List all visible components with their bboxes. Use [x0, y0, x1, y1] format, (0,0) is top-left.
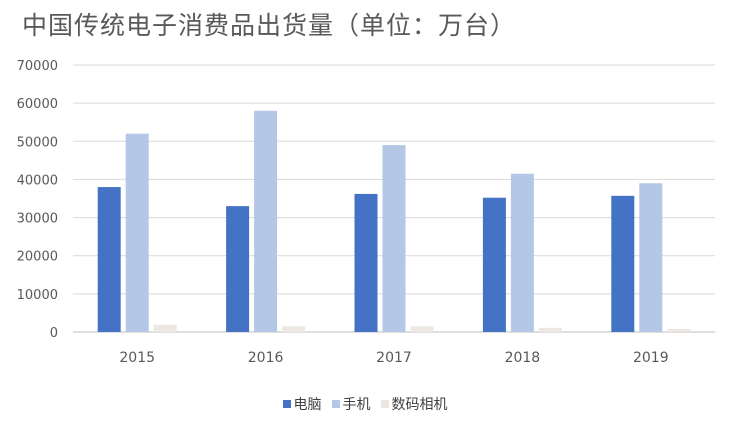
legend-label-phone: 手机	[342, 397, 371, 413]
x-tick-label: 2018	[505, 350, 541, 366]
y-tick-label: 20000	[17, 250, 58, 265]
bar-2016-series-1	[254, 110, 278, 333]
y-tick-label: 70000	[17, 59, 58, 74]
bar-2019-series-2	[667, 328, 691, 332]
legend-swatch-phone	[331, 400, 340, 408]
legend-item-camera: 数码相机	[380, 394, 448, 414]
legend-label-camera: 数码相机	[391, 397, 448, 413]
x-axis-ticks: 2015 2016 2017 2018 2019	[119, 350, 668, 366]
legend-item-phone: 手机	[331, 394, 371, 414]
bar-2015-series-0	[97, 187, 121, 332]
x-tick-label: 2015	[119, 350, 155, 366]
legend-label-computer: 电脑	[293, 397, 322, 413]
y-tick-label: 50000	[17, 135, 58, 150]
bar-2017-series-1	[382, 145, 406, 332]
chart-title: 中国传统电子消费品出货量（单位：万台）	[22, 11, 517, 40]
bar-2015-series-1	[125, 133, 149, 332]
legend-swatch-camera	[380, 400, 389, 408]
x-tick-label: 2016	[248, 350, 284, 366]
y-tick-label: 40000	[17, 173, 58, 188]
y-tick-label: 10000	[17, 288, 58, 303]
legend-swatch-computer	[282, 400, 291, 408]
bar-2017-series-0	[354, 193, 378, 332]
x-tick-label: 2019	[633, 350, 669, 366]
bar-2018-series-1	[510, 173, 534, 332]
y-tick-label: 30000	[17, 212, 58, 227]
bar-2018-series-0	[482, 197, 506, 332]
y-tick-label: 60000	[17, 97, 58, 112]
bar-2016-series-2	[282, 326, 306, 332]
bar-2016-series-0	[226, 206, 250, 332]
y-tick-label: 0	[50, 326, 58, 341]
bar-2019-series-1	[639, 183, 663, 332]
bar-2019-series-0	[611, 195, 635, 332]
bar-2015-series-2	[153, 324, 177, 332]
y-axis-ticks: 0 10000 20000 30000 40000 50000 60000 70000	[17, 59, 58, 341]
legend-item-computer: 电脑	[282, 394, 322, 414]
legend: 电脑 手机 数码相机	[0, 394, 730, 414]
bar-2017-series-2	[410, 326, 434, 332]
x-tick-label: 2017	[376, 350, 412, 366]
bars	[97, 110, 691, 333]
bar-2018-series-2	[538, 327, 562, 332]
